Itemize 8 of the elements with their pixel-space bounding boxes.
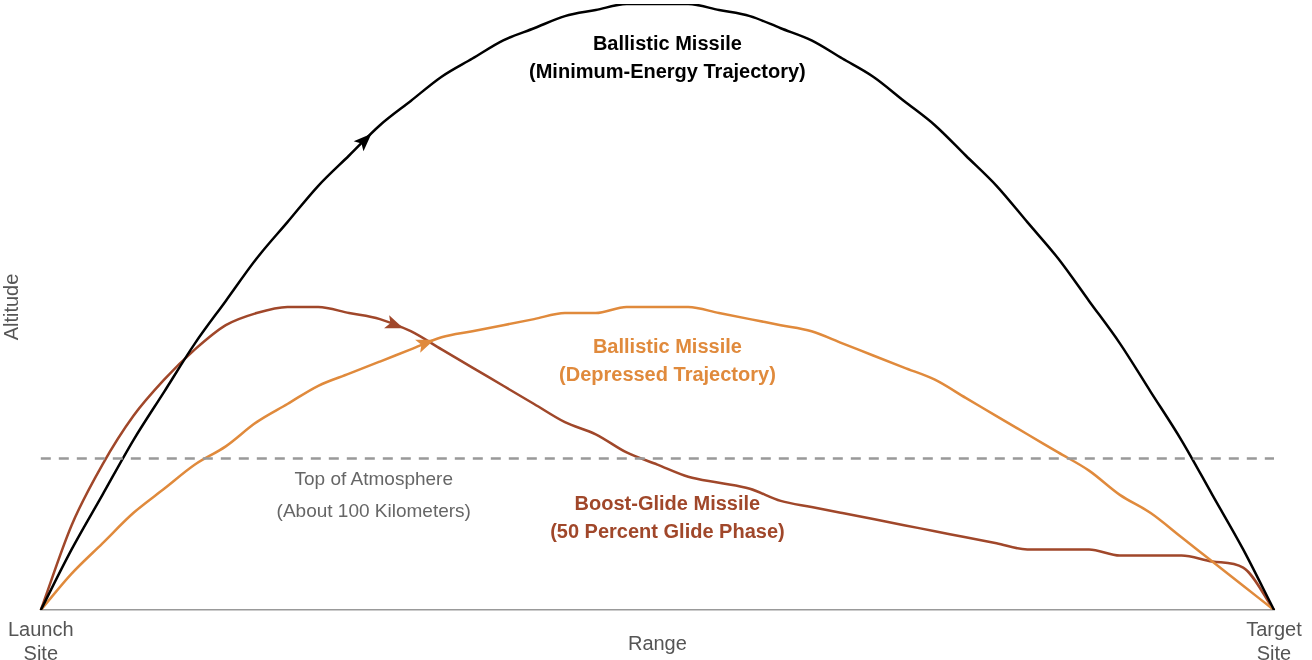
x-axis-title: Range	[627, 631, 687, 654]
series-label: Boost-Glide Missile (50 Percent Glide Phase)	[550, 492, 785, 543]
series-label: Ballistic Missile (Minimum-Energy Trajectory)	[529, 31, 806, 82]
x-tick-label: Launch Site	[8, 617, 74, 660]
y-axis-title: Altitude	[0, 273, 23, 341]
ref-line-label: Top of Atmosphere (About 100 Kilometers)	[276, 468, 471, 522]
series-label: Ballistic Missile (Depressed Trajectory)	[559, 334, 776, 385]
x-tick-label: Target Site	[1246, 617, 1303, 660]
